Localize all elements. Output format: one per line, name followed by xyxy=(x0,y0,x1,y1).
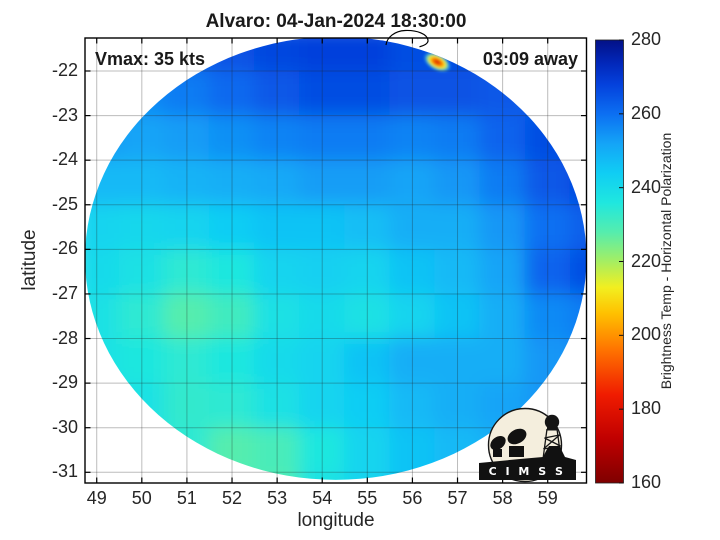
colorbar-tick-label: 280 xyxy=(631,29,662,49)
x-tick-label: 49 xyxy=(86,488,107,508)
y-tick-label: -30 xyxy=(51,416,78,437)
water-tower-cap xyxy=(547,427,557,431)
x-tick-label: 54 xyxy=(312,488,333,508)
colorbar-tick-label: 240 xyxy=(631,176,662,197)
satellite-dish-icon xyxy=(507,428,527,445)
colorbar-tick-label: 160 xyxy=(631,472,662,492)
y-tick-label: -25 xyxy=(51,193,78,214)
y-tick-label: -29 xyxy=(51,372,78,393)
water-tower-tank xyxy=(544,414,560,430)
x-tick-label: 52 xyxy=(222,488,243,508)
y-tick-label: -22 xyxy=(51,59,78,80)
y-tick-label: -23 xyxy=(51,104,78,125)
y-tick-label: -28 xyxy=(51,327,78,348)
dish-base xyxy=(493,449,502,457)
cimss-logo-text: C I M S S xyxy=(489,465,566,478)
x-tick-label: 55 xyxy=(357,488,378,508)
y-tick-label: -31 xyxy=(51,461,78,482)
y-tick-label: -27 xyxy=(51,282,78,303)
chart-title: Alvaro: 04-Jan-2024 18:30:00 xyxy=(205,11,467,32)
colorbar-tick-label: 220 xyxy=(631,250,662,271)
x-tick-label: 58 xyxy=(492,488,513,508)
dish-base xyxy=(509,446,524,457)
y-tick-label: -24 xyxy=(51,149,78,170)
x-tick-label: 53 xyxy=(267,488,288,508)
x-axis-label: longitude xyxy=(297,510,375,531)
colorbar-tick-label: 260 xyxy=(631,102,662,123)
x-tick-label: 59 xyxy=(537,488,558,508)
contour-outline xyxy=(385,29,429,48)
y-tick-label: -26 xyxy=(51,238,78,259)
vmax-annotation: Vmax: 35 kts xyxy=(95,49,206,69)
x-tick-label: 56 xyxy=(402,488,423,508)
cimss-banner xyxy=(479,446,576,480)
colorbar-tick-label: 200 xyxy=(631,324,662,345)
cimss-logo: C I M S S xyxy=(479,407,576,483)
satellite-dish-icon xyxy=(490,435,506,451)
x-tick-label: 57 xyxy=(447,488,468,508)
eta-annotation: 03:09 away xyxy=(482,49,578,69)
colorbar-tick-label: 180 xyxy=(631,398,662,419)
x-tick-label: 51 xyxy=(176,488,197,508)
x-tick-label: 50 xyxy=(131,488,152,508)
